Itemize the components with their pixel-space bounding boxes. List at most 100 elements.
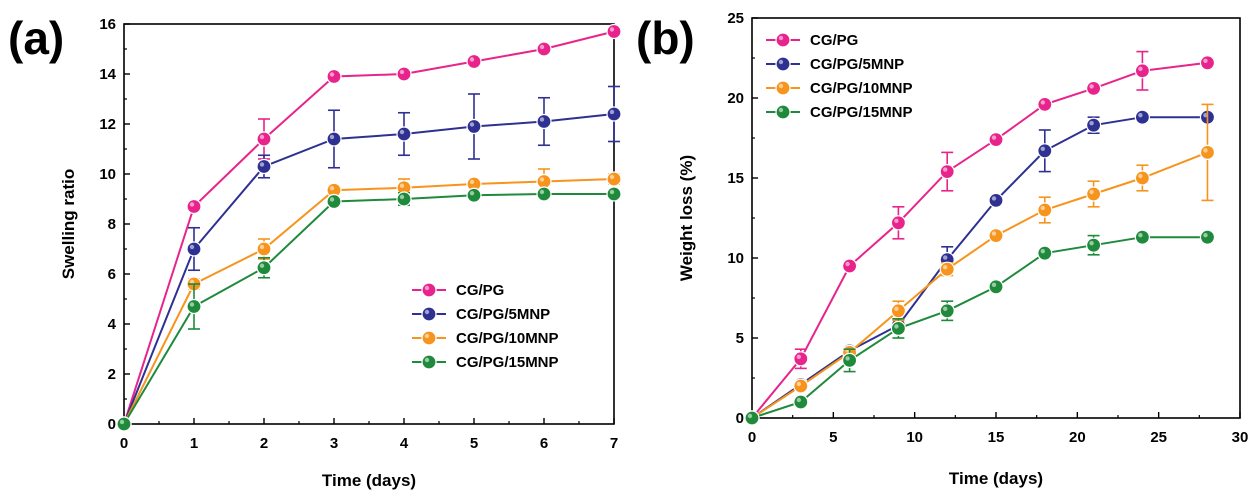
- x-tick-label: 25: [1150, 429, 1167, 446]
- data-point-highlight: [329, 186, 335, 191]
- legend-marker-highlight: [424, 357, 430, 363]
- x-axis-label: Time (days): [322, 471, 416, 490]
- data-point: [116, 416, 132, 432]
- data-point: [606, 23, 622, 40]
- data-point-highlight: [259, 162, 265, 167]
- data-point-highlight: [747, 413, 753, 419]
- data-point: [396, 66, 412, 82]
- legend-marker: [421, 330, 437, 346]
- data-point-highlight: [469, 191, 475, 196]
- data-point: [326, 131, 342, 147]
- series-cg-pg: [116, 23, 622, 432]
- data-point: [186, 241, 202, 257]
- data-point-highlight: [399, 183, 405, 188]
- data-point: [890, 303, 907, 319]
- data-point-highlight: [894, 306, 899, 311]
- data-point-highlight: [609, 27, 615, 32]
- data-point-highlight: [845, 261, 850, 267]
- series-line-cg-pg-15mnp: [751, 236, 1208, 419]
- data-point: [1037, 202, 1053, 218]
- data-point-highlight: [796, 397, 801, 403]
- data-point-highlight: [1089, 84, 1094, 89]
- x-tick-label: 30: [1232, 429, 1249, 446]
- data-point-highlight: [943, 306, 948, 311]
- data-point: [988, 192, 1004, 208]
- data-point-highlight: [991, 282, 997, 287]
- data-point-highlight: [259, 244, 265, 250]
- data-point-highlight: [1040, 100, 1046, 105]
- x-tick-label: 0: [748, 429, 756, 446]
- data-point-highlight: [469, 179, 475, 185]
- y-tick-label: 10: [99, 166, 116, 183]
- legend-marker-highlight: [778, 107, 784, 113]
- data-point-highlight: [399, 69, 405, 75]
- data-point-highlight: [189, 302, 195, 307]
- legend-marker: [775, 104, 791, 120]
- y-tick-label: 5: [736, 330, 744, 347]
- data-point-highlight: [1138, 233, 1143, 238]
- data-point-highlight: [1203, 148, 1208, 153]
- data-point: [1199, 144, 1216, 160]
- legend-label: CG/PG/10MNP: [456, 330, 559, 347]
- x-tick-label: 4: [400, 435, 409, 452]
- data-point: [1037, 143, 1053, 159]
- data-point-highlight: [189, 202, 195, 207]
- legend: CG/PG CG/PG/5MNP CG/PG/10MNP CG/PG/15MNP: [412, 282, 559, 371]
- data-point-highlight: [469, 122, 475, 127]
- data-point: [1085, 117, 1102, 133]
- data-point-highlight: [991, 196, 997, 201]
- legend-label: CG/PG: [810, 32, 858, 49]
- data-point: [256, 241, 272, 257]
- x-tick-label: 20: [1069, 429, 1086, 446]
- data-point: [1037, 96, 1053, 113]
- data-point: [939, 164, 955, 180]
- panel-letter: (b): [636, 12, 695, 64]
- data-point-highlight: [1203, 233, 1208, 238]
- data-point-highlight: [1089, 121, 1094, 126]
- data-point: [606, 186, 622, 202]
- data-point: [326, 193, 342, 210]
- data-point-highlight: [796, 381, 801, 387]
- data-point: [606, 106, 622, 122]
- data-point: [890, 320, 907, 336]
- data-point-highlight: [399, 194, 405, 200]
- data-point-highlight: [943, 255, 948, 260]
- y-axis-label: Swelling ratio: [59, 169, 78, 280]
- data-point-highlight: [1203, 113, 1208, 118]
- data-point: [186, 298, 202, 315]
- legend-marker-highlight: [424, 285, 430, 291]
- series-cg-pg-5mnp: [116, 85, 622, 432]
- legend-marker-highlight: [778, 59, 784, 65]
- x-tick-label: 5: [470, 435, 478, 452]
- data-point: [466, 53, 482, 70]
- data-point-highlight: [1138, 173, 1143, 179]
- x-tick-label: 10: [906, 429, 923, 446]
- data-point-highlight: [1040, 205, 1046, 211]
- y-tick-label: 2: [108, 366, 116, 383]
- data-point: [1134, 109, 1151, 125]
- data-point-highlight: [991, 135, 997, 140]
- y-tick-label: 14: [99, 66, 116, 83]
- data-point-highlight: [259, 263, 265, 268]
- data-point-highlight: [539, 189, 545, 195]
- data-point-highlight: [609, 174, 615, 180]
- legend-marker-highlight: [778, 35, 784, 41]
- data-point-highlight: [845, 356, 850, 361]
- data-point: [1134, 63, 1151, 79]
- data-point: [988, 132, 1004, 148]
- data-point: [536, 113, 552, 130]
- legend-marker: [421, 354, 437, 370]
- data-point: [536, 186, 552, 202]
- y-tick-label: 8: [108, 216, 116, 233]
- series-cg-pg: [744, 50, 1216, 426]
- y-tick-label: 12: [99, 116, 116, 133]
- legend-label: CG/PG: [456, 282, 504, 299]
- data-point: [256, 260, 272, 276]
- panel-letter: (a): [8, 12, 64, 64]
- y-tick-label: 16: [99, 16, 116, 33]
- data-point: [256, 158, 272, 175]
- data-point: [396, 191, 412, 207]
- data-point-highlight: [1203, 58, 1208, 63]
- legend-marker: [775, 56, 791, 72]
